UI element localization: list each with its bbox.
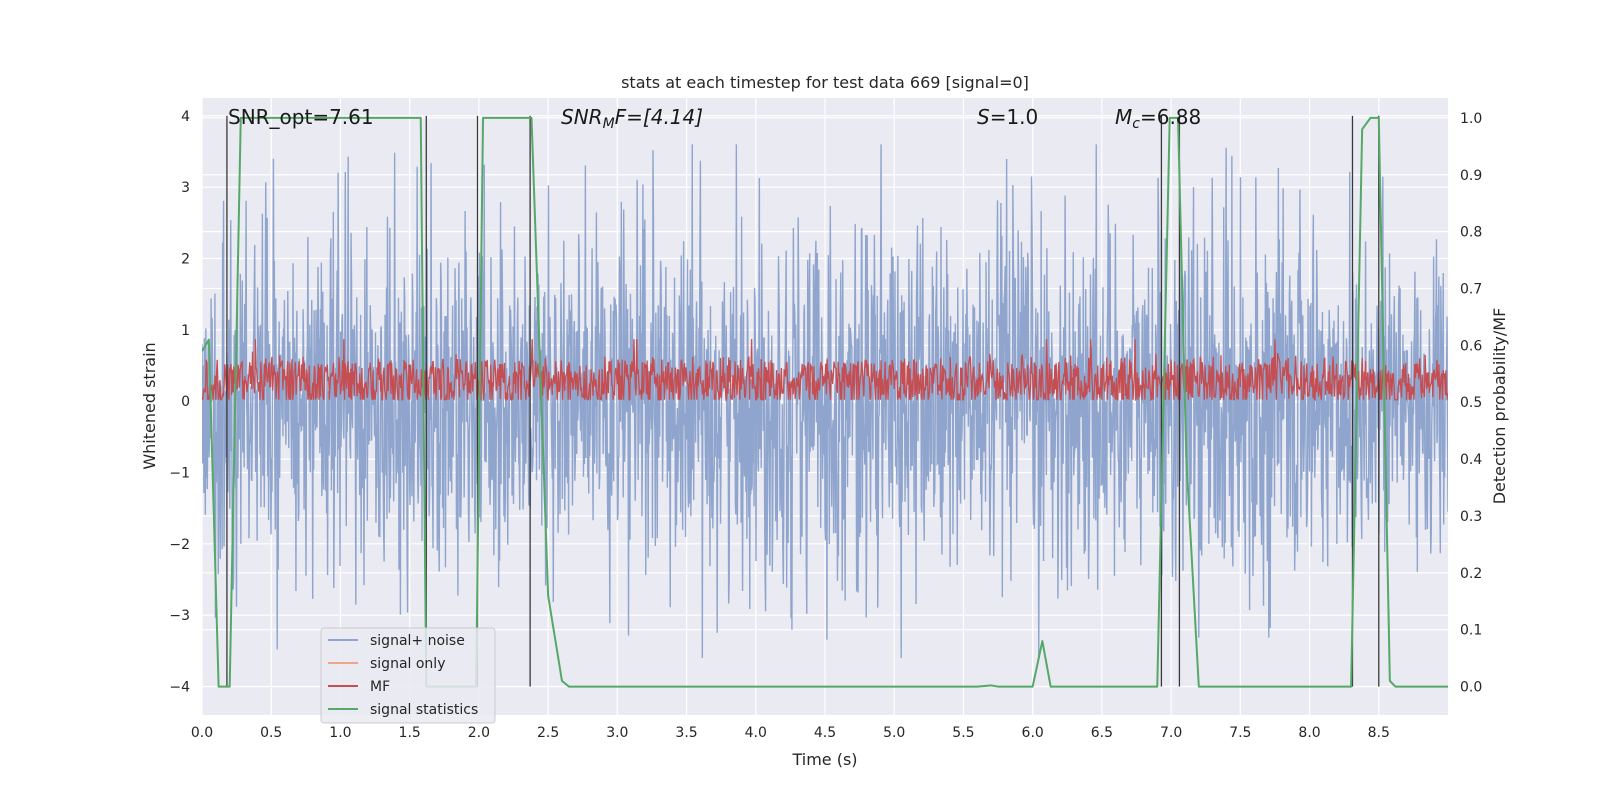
y-tick-label: 0: [181, 394, 190, 410]
y-right-tick-label: 0.9: [1460, 168, 1482, 184]
legend-label-signal-statistics: signal statistics: [370, 702, 478, 718]
annotation-snr-mf-subscript: M: [603, 116, 615, 132]
y-right-tick-label: 1.0: [1460, 111, 1482, 127]
y-right-tick-label: 0.8: [1460, 225, 1482, 241]
y-tick-label: −1: [169, 465, 190, 481]
y-right-tick-label: 0.5: [1460, 395, 1482, 411]
x-tick-label: 6.0: [1022, 725, 1044, 741]
annotation-snr-mf: SNRMF=[4.14]: [561, 105, 703, 132]
y-tick-label: 4: [181, 109, 190, 125]
x-tick-label: 1.0: [329, 725, 351, 741]
y-tick-label: −2: [169, 537, 190, 553]
x-tick-label: 2.0: [468, 725, 490, 741]
annotation-s: S=1.0: [977, 105, 1038, 129]
x-tick-label: 4.0: [745, 725, 767, 741]
y-right-tick-label: 0.6: [1460, 338, 1482, 354]
annotation-mc: Mc=6.88: [1115, 105, 1201, 132]
chart-title: stats at each timestep for test data 669…: [621, 73, 1029, 92]
y-right-tick-label: 0.3: [1460, 509, 1482, 525]
y-tick-label: 1: [181, 323, 190, 339]
x-tick-label: 8.0: [1298, 725, 1320, 741]
data-layer: [202, 115, 1448, 688]
x-axis-label: Time (s): [791, 750, 857, 769]
x-tick-label: 7.5: [1229, 725, 1251, 741]
tick-labels: 0.0 0.5 1.0 1.5 2.0 2.5 3.0 3.5 4.0 4.5 5.0 5.5 6.0 6…: [169, 109, 1482, 741]
x-tick-label: 0.5: [260, 725, 282, 741]
annotation-mc-symbol: M: [1115, 105, 1132, 129]
x-tick-label: 5.5: [952, 725, 974, 741]
y-right-tick-label: 0.0: [1460, 680, 1482, 696]
x-tick-label: 5.0: [883, 725, 905, 741]
x-tick-label: 0.0: [191, 725, 213, 741]
y-right-tick-label: 0.7: [1460, 282, 1482, 298]
y-right-tick-label: 0.1: [1460, 623, 1482, 639]
x-tick-label: 8.5: [1368, 725, 1390, 741]
annotation-snr-mf-symbol: SNR: [561, 105, 603, 129]
y-right-tick-label: 0.4: [1460, 452, 1482, 468]
annotation-mc-subscript: c: [1132, 116, 1140, 132]
annotation-s-value: =1.0: [990, 105, 1039, 129]
annotation-snr-opt: SNR_opt=7.61: [228, 105, 374, 129]
y-tick-label: −4: [169, 679, 190, 695]
y-axis-label: Whitened strain: [140, 342, 159, 469]
series-signal-statistics-line: [202, 116, 1448, 688]
x-tick-label: 3.5: [675, 725, 697, 741]
x-tick-label: 3.0: [606, 725, 628, 741]
legend-label-signal-noise: signal+ noise: [370, 633, 465, 649]
series-signal-noise-line: [202, 144, 1448, 658]
y-tick-label: −3: [169, 608, 190, 624]
x-tick-label: 2.5: [537, 725, 559, 741]
x-tick-label: 7.0: [1160, 725, 1182, 741]
legend-box: [320, 627, 496, 724]
x-tick-label: 6.5: [1091, 725, 1113, 741]
annotation-mc-value: =6.88: [1140, 105, 1201, 129]
x-tick-label: 4.5: [814, 725, 836, 741]
legend-label-signal-only: signal only: [370, 656, 445, 672]
y-axis-label-right: Detection probability/MF: [1490, 308, 1509, 505]
y-right-tick-label: 0.2: [1460, 566, 1482, 582]
y-tick-label: 3: [181, 180, 190, 196]
legend: signal+ noise signal only MF signal stat…: [320, 627, 496, 724]
x-tick-label: 1.5: [399, 725, 421, 741]
annotation-s-symbol: S: [977, 105, 990, 129]
y-tick-label: 2: [181, 251, 190, 267]
legend-label-mf: MF: [370, 679, 390, 695]
series-mf-line: [202, 339, 1448, 402]
annotation-snr-mf-value: F=[4.14]: [615, 105, 703, 129]
